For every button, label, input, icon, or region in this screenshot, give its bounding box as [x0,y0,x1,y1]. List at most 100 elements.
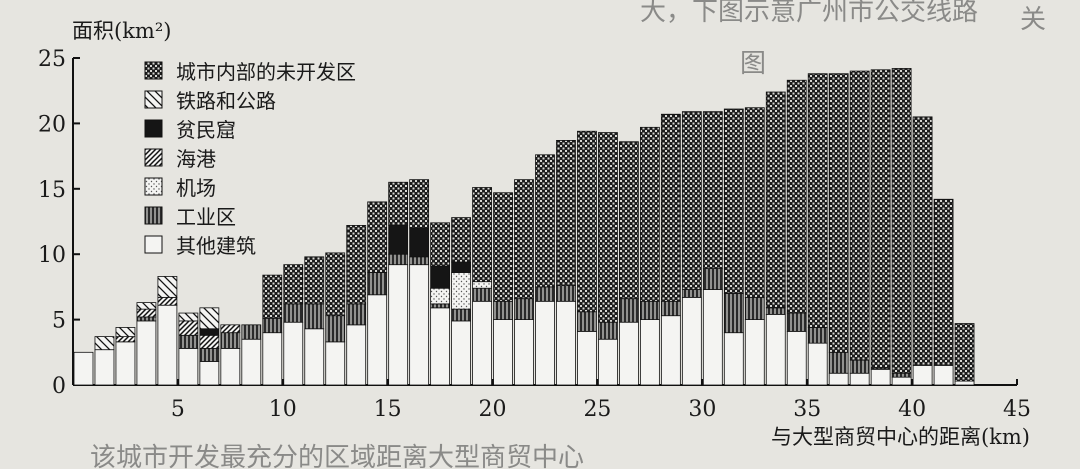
bar-segment [849,359,870,374]
x-tick-label: 40 [898,397,926,422]
bar-segment [912,116,933,366]
bar-segment [514,179,534,300]
bar-segment [765,313,786,386]
bar-segment [723,293,744,334]
bar-segment [430,287,450,305]
legend-swatch [144,61,163,80]
bar-segment [681,289,702,298]
legend-swatch [144,148,163,167]
bar-segment [954,380,975,386]
legend-entry: 海港 [176,147,216,171]
bar-segment [220,324,241,334]
bar-segment [807,327,828,344]
bar-segment [178,334,199,349]
bar-segment [660,113,681,302]
legend-swatch [144,206,163,225]
bar-segment [367,294,388,386]
bar-segment [891,376,912,386]
bar-segment [891,372,912,378]
x-tick-label: 5 [171,397,185,422]
bar-segment [744,296,765,320]
bar-segment [493,300,513,321]
bar-segment [556,300,576,386]
background-page-text: 大，下图示意广州市公交线路 关 图 该城市开发最充分的区域距离大型商贸中心 [90,0,1046,469]
bar-segment [283,321,304,386]
bar-segment [723,332,744,386]
bar-segment [262,332,283,386]
x-tick-label: 15 [374,397,402,422]
bar-segment [388,181,409,226]
bar-segment [493,192,513,302]
bar-segment [640,126,660,302]
bar-segment [660,315,681,386]
bar-segment [598,338,618,386]
bar-segment [178,320,199,336]
bar-segment [640,319,660,386]
bar-segment [115,336,136,343]
legend-entry: 其他建筑 [176,234,256,258]
x-tick-label: 20 [479,397,507,422]
y-tick-label: 5 [52,309,66,334]
bar-segment [493,319,513,386]
svg-text:图: 图 [740,49,766,79]
y-tick-label: 10 [38,243,66,268]
bar-segment [199,334,220,349]
bar-segment [157,276,178,298]
legend-entry: 铁路和公路 [176,89,276,113]
bar-segment [388,264,409,386]
bar-segment [451,320,471,386]
bar-segment [73,351,94,386]
bar-segment [199,347,220,362]
bar-segment [325,315,346,343]
bar-segment [828,372,849,386]
bar-segment [367,272,388,296]
bar-segment [346,303,367,326]
bar-segment [598,132,618,323]
bar-segment [178,312,199,322]
bar-segment [535,286,555,302]
bar-segment [744,107,765,298]
bar-segment [409,256,430,266]
bar-segment [241,338,262,386]
legend-swatch [144,119,163,138]
bar-segment [199,307,220,330]
legend-entry: 工业区 [176,205,236,229]
bar-segment [220,347,241,386]
bar-segment [451,217,471,263]
y-tick-label: 25 [38,47,66,72]
bar-segment [786,79,807,314]
bar-segment [514,298,534,321]
bar-segment [136,320,157,386]
bar-segment [94,349,115,386]
bar-segment [241,324,262,340]
x-tick-label: 25 [583,397,611,422]
bar-segment [115,327,136,338]
bar-segment [577,130,597,313]
bar-segment [765,307,786,315]
bar-segment [702,268,723,290]
bar-segment [283,303,304,323]
bar-segment [409,227,430,258]
axis-labels: 面积(km²) 与大型商贸中心的距离(km) [72,19,1030,449]
bar-segment [136,302,157,310]
bar-segment [115,341,136,386]
x-tick-label: 10 [269,397,297,422]
bar-segment [451,308,471,322]
bar-segment [765,91,786,309]
bar-segment [912,364,933,386]
bar-segment [786,312,807,332]
bar-segment [849,70,870,361]
bar-segment [514,319,534,386]
y-axis-label: 面积(km²) [72,19,171,43]
bar-segment [325,252,346,317]
y-tick-label: 20 [38,112,66,137]
bar-segment [828,73,849,353]
bar-segment [472,187,492,283]
bar-segment [304,303,325,330]
bar-segment [262,274,283,319]
bar-segment [283,264,304,305]
bar-segment [220,332,241,349]
bar-segment [702,289,723,386]
x-tick-label: 30 [688,397,716,422]
